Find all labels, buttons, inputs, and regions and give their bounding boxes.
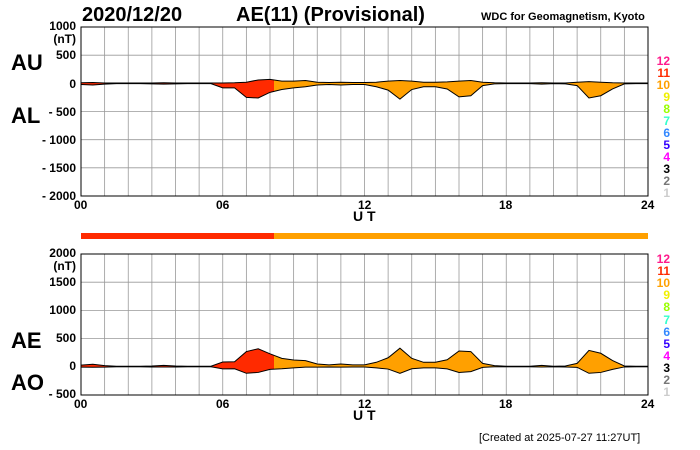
y-tick-label: 1000	[49, 19, 76, 33]
x-tick-label: 18	[499, 198, 513, 212]
legend-station-count-6: 6	[663, 324, 670, 339]
y-tick-label: 0	[69, 77, 76, 91]
legend-station-count-12: 12	[656, 54, 670, 68]
x-tick-label: 18	[499, 397, 513, 411]
legend-station-count-5: 5	[663, 138, 670, 152]
y-tick-label: - 2000	[41, 189, 76, 203]
y-unit-label: (nT)	[53, 259, 76, 273]
legend-station-count-11: 11	[657, 66, 670, 80]
station-count-bar-segment	[81, 233, 275, 239]
au-label: AU	[11, 50, 43, 75]
legend-station-count-3: 3	[663, 360, 670, 375]
station-count-bar-segment	[274, 233, 648, 239]
series-line-ao	[80, 366, 648, 374]
index-title: AE(11) (Provisional)	[236, 4, 425, 26]
legend-station-count-11: 11	[657, 264, 670, 279]
series-line-au	[80, 78, 648, 84]
y-tick-label: 500	[55, 48, 76, 62]
series-line-ae	[80, 347, 648, 367]
y-tick-label: 500	[55, 331, 76, 345]
y-tick-label: - 500	[48, 387, 76, 401]
x-tick-label: 24	[641, 198, 655, 212]
legend-station-count-9: 9	[663, 288, 670, 303]
y-tick-label: 1500	[49, 275, 76, 289]
date-title: 2020/12/20	[82, 4, 183, 26]
legend-station-count-10: 10	[656, 276, 670, 291]
x-tick-label: 12	[358, 198, 372, 212]
legend-station-count-9: 9	[663, 90, 670, 104]
area-fill-ae-ao	[81, 348, 275, 374]
x-tick-label: 00	[74, 397, 88, 411]
ae-label: AE	[11, 328, 42, 353]
legend-station-count-4: 4	[663, 150, 670, 164]
legend-station-count-10: 10	[656, 78, 670, 92]
legend-station-count-3: 3	[663, 162, 670, 176]
y-tick-label: 0	[69, 359, 76, 373]
y-tick-label: 1000	[49, 303, 76, 317]
x-tick-label: 06	[216, 397, 230, 411]
legend-station-count-12: 12	[656, 252, 670, 266]
legend-station-count-8: 8	[663, 300, 670, 315]
legend-station-count-2: 2	[663, 174, 670, 188]
source-label: WDC for Geomagnetism, Kyoto	[481, 11, 645, 23]
plot-frame	[80, 26, 649, 197]
created-timestamp: [Created at 2025-07-27 11:27UT]	[479, 432, 641, 444]
y-tick-label: - 1500	[41, 161, 76, 175]
legend-station-count-7: 7	[663, 114, 670, 128]
x-axis-label: U T	[353, 407, 376, 423]
series-line-al	[80, 83, 648, 100]
legend-station-count-2: 2	[663, 373, 670, 387]
x-tick-label: 12	[358, 397, 372, 411]
x-axis-label: U T	[353, 208, 376, 224]
x-tick-label: 00	[74, 198, 88, 212]
legend-station-count-6: 6	[663, 126, 670, 140]
legend-station-count-7: 7	[663, 312, 670, 327]
al-label: AL	[11, 103, 41, 128]
legend-station-count-5: 5	[663, 336, 670, 351]
y-unit-label: (nT)	[53, 32, 76, 46]
x-tick-label: 24	[641, 397, 655, 411]
legend-station-count-8: 8	[663, 102, 670, 116]
y-tick-label: 2000	[49, 246, 76, 260]
y-tick-label: - 500	[48, 105, 76, 119]
ao-label: AO	[11, 370, 44, 395]
y-tick-label: - 1000	[41, 133, 76, 147]
plot-frame	[80, 253, 649, 396]
area-fill-au-al	[81, 79, 275, 98]
legend-station-count-1: 1	[663, 186, 670, 200]
x-tick-label: 06	[216, 198, 230, 212]
legend-station-count-1: 1	[663, 385, 670, 400]
legend-station-count-4: 4	[663, 348, 670, 363]
